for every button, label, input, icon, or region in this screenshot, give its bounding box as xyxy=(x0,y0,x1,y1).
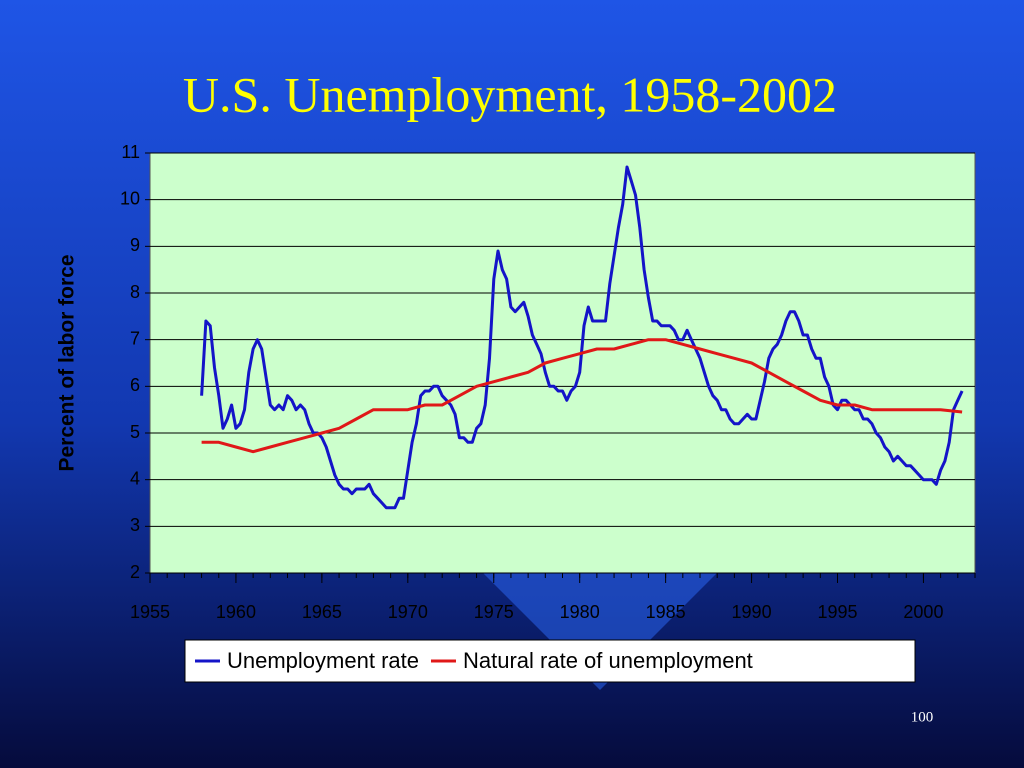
x-tick-label: 1960 xyxy=(216,602,256,622)
legend xyxy=(184,639,916,683)
lines xyxy=(200,165,964,510)
x-tick-label: 1985 xyxy=(646,602,686,622)
y-tick-label: 11 xyxy=(121,142,140,162)
y-tick-label: 4 xyxy=(130,468,140,488)
legend-items: Unemployment rate Natural rate of unemplo… xyxy=(195,648,753,673)
page-number: 100 xyxy=(911,709,934,725)
x-tick-label: 1995 xyxy=(817,602,857,622)
series-line xyxy=(200,165,964,510)
x-tick-label: 1975 xyxy=(474,602,514,622)
y-tick-label: 9 xyxy=(130,235,140,255)
x-tick-label: 1990 xyxy=(732,602,772,622)
y-tick-label: 3 xyxy=(130,515,140,535)
y-tick-label: 10 xyxy=(120,188,140,208)
legend-label: Natural rate of unemployment xyxy=(463,648,753,673)
y-tick-label: 8 xyxy=(130,282,140,302)
x-tick-label: 1980 xyxy=(560,602,600,622)
y-tick-label: 7 xyxy=(130,328,140,348)
legend-label: Unemployment rate xyxy=(227,648,419,673)
x-tick-label: 1965 xyxy=(302,602,342,622)
x-tick-label: 1970 xyxy=(388,602,428,622)
x-tick-label: 2000 xyxy=(903,602,943,622)
x-tick-label: 1955 xyxy=(130,602,170,622)
chart-title: U.S. Unemployment, 1958-2002 xyxy=(183,66,837,122)
plot-area xyxy=(149,152,976,574)
y-tick-label: 5 xyxy=(130,422,140,442)
grid: 2 3 4 5 6 7 8 9 10 11 1955 1960 1965 1970 1975 1980 1985… xyxy=(120,142,976,622)
y-axis-label: Percent of labor force xyxy=(56,254,79,471)
y-tick-label: 2 xyxy=(130,562,140,582)
series-line xyxy=(201,338,963,454)
y-tick-label: 6 xyxy=(130,375,140,395)
